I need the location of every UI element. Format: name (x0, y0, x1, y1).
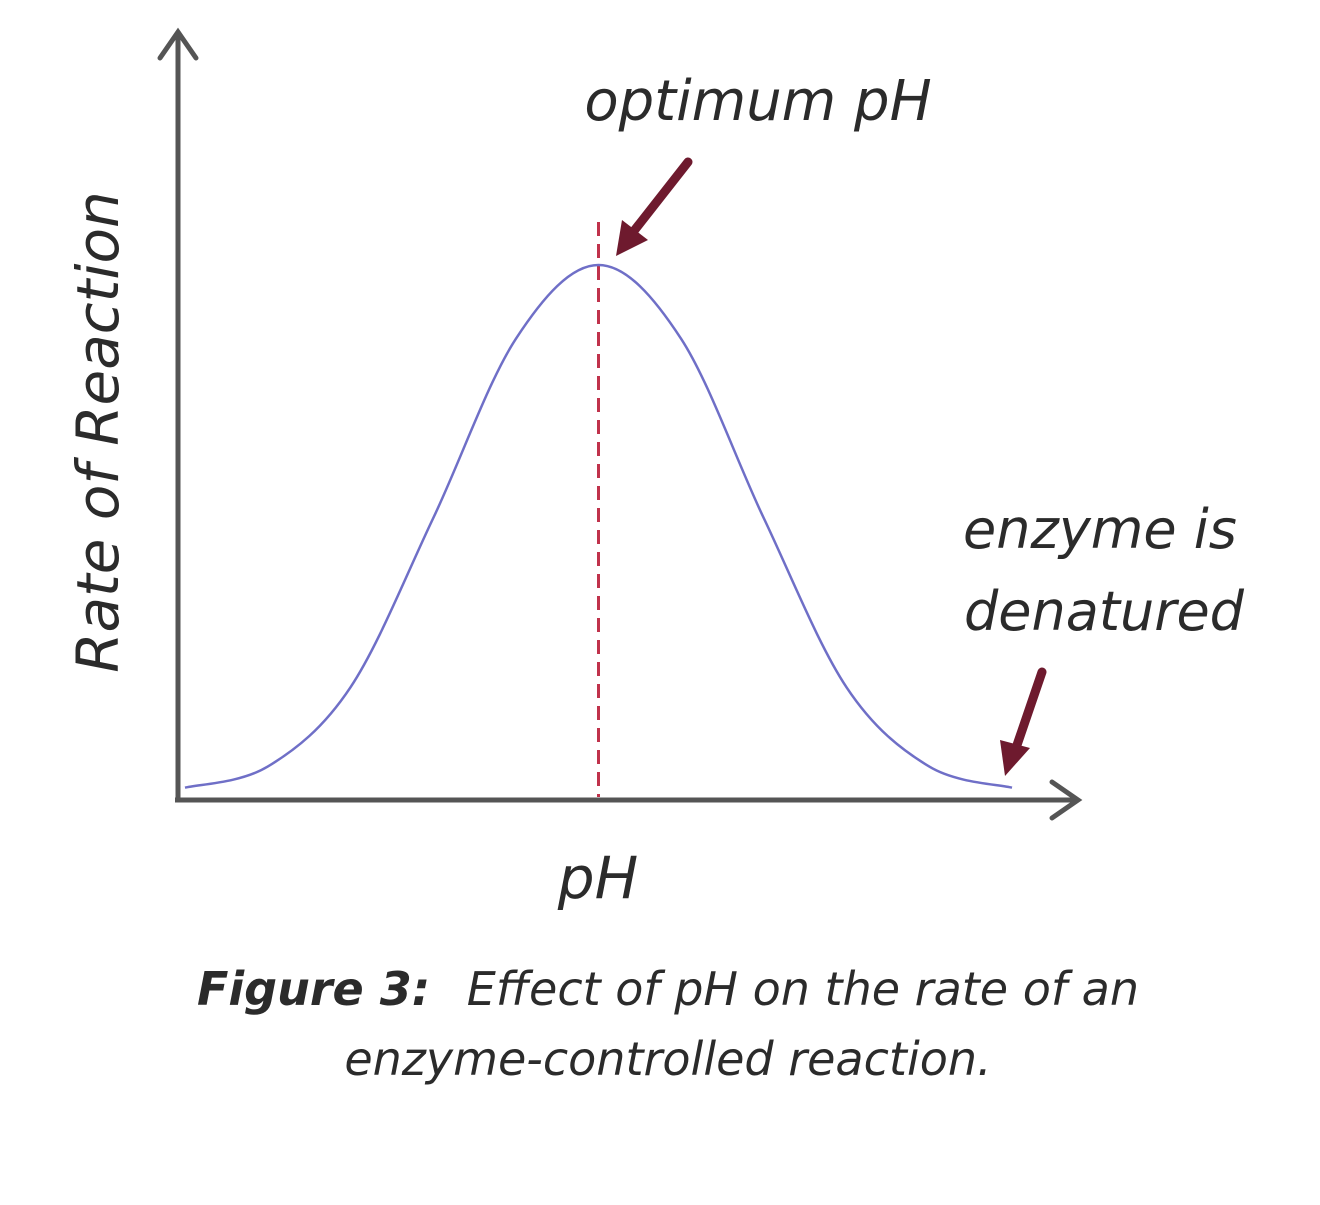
optimum-ph-label: optimum pH (584, 69, 931, 134)
series-line (184, 263, 1013, 789)
denatured-arrow (1000, 667, 1047, 776)
y-axis-label: Rate of Reaction (64, 191, 132, 673)
caption-figure-label: Figure 3: (197, 962, 430, 1016)
y-axis-arrowhead (157, 27, 199, 61)
caption-text-1: Effect of pH on the rate of an (467, 962, 1139, 1016)
x-axis-label: pH (557, 844, 638, 912)
denatured-label-line-2: denatured (964, 580, 1245, 643)
caption-line-1: Figure 3: Effect of pH on the rate of an (197, 962, 1139, 1016)
x-axis-arrowhead (1049, 779, 1083, 821)
denatured-label-line-1: enzyme is (963, 498, 1237, 561)
optimum-arrow (616, 157, 693, 256)
caption-line-2: enzyme-controlled reaction. (344, 1032, 991, 1086)
